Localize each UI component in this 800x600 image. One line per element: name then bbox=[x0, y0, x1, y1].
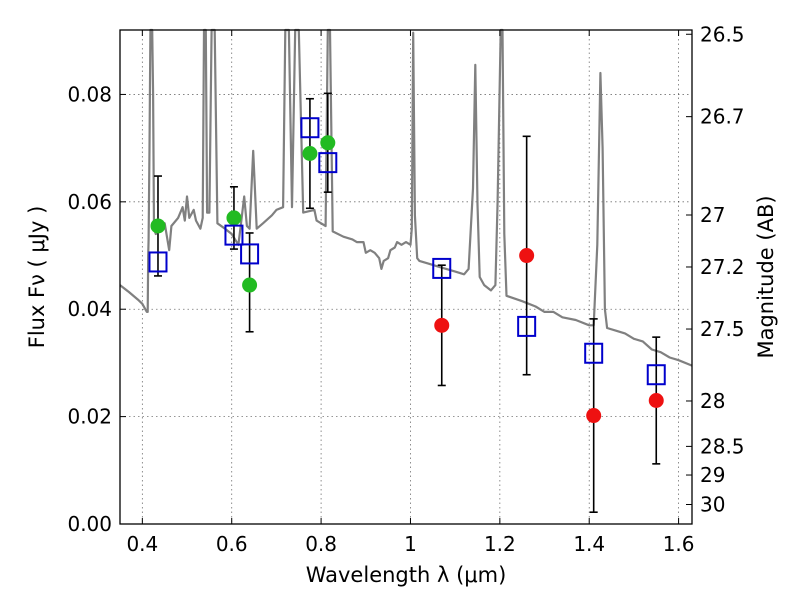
plot-frame bbox=[119, 29, 693, 525]
y-axis-label: Flux Fν ( μJy ) bbox=[25, 206, 49, 349]
magnitude-tick-label-2: 27 bbox=[700, 203, 725, 227]
data-point-1-1 bbox=[519, 248, 535, 264]
x-tick-label-4: 1.2 bbox=[484, 532, 516, 556]
data-point-2-2 bbox=[240, 243, 260, 265]
data-point-1-0 bbox=[434, 317, 450, 333]
magnitude-tick-label-7: 29 bbox=[700, 463, 725, 487]
data-point-0-3 bbox=[302, 146, 318, 161]
data-point-1-2 bbox=[586, 408, 602, 424]
magnitude-tick-label-3: 27.2 bbox=[700, 255, 745, 279]
magnitude-tick-label-0: 26.5 bbox=[700, 22, 745, 46]
data-point-2-8 bbox=[646, 364, 666, 386]
magnitude-tick-label-6: 28.5 bbox=[700, 434, 745, 458]
y-tick-label-1: 0.02 bbox=[67, 405, 112, 429]
y-tick-label-4: 0.08 bbox=[67, 82, 112, 106]
data-point-2-4 bbox=[318, 152, 338, 174]
photometry-points bbox=[148, 92, 666, 513]
x-tick-label-3: 1 bbox=[404, 532, 417, 556]
data-point-2-6 bbox=[517, 315, 537, 337]
magnitude-tick-label-1: 26.7 bbox=[700, 105, 745, 129]
data-point-0-2 bbox=[242, 277, 258, 293]
magnitude-tick-label-4: 27.5 bbox=[700, 317, 745, 341]
x-axis-label: Wavelength λ (μm) bbox=[306, 563, 507, 587]
x-tick-label-0: 0.4 bbox=[126, 532, 158, 556]
x-tick-label-1: 0.6 bbox=[216, 532, 248, 556]
x-tick-label-2: 0.8 bbox=[305, 532, 337, 556]
data-point-2-7 bbox=[584, 342, 604, 364]
magnitude-tick-label-8: 30 bbox=[700, 493, 725, 517]
model-spectrum bbox=[119, 28, 693, 367]
data-point-2-0 bbox=[148, 251, 168, 273]
y-tick-label-2: 0.04 bbox=[67, 297, 112, 321]
y2-axis-label: Magnitude (AB) bbox=[754, 195, 778, 358]
y-tick-label-0: 0.00 bbox=[67, 512, 112, 536]
magnitude-tick-label-5: 28 bbox=[700, 389, 725, 413]
x-tick-label-6: 1.6 bbox=[663, 532, 695, 556]
x-tick-label-5: 1.4 bbox=[573, 532, 605, 556]
axis-ticks: 0.4 0.6 0.8 1 1.2 1.4 1.6 0.00 0.02 0.04 0.06 0.08 2… bbox=[67, 22, 744, 556]
data-point-1-3 bbox=[648, 393, 664, 408]
data-point-0-0 bbox=[150, 218, 166, 234]
data-point-2-3 bbox=[300, 117, 320, 139]
data-point-2-5 bbox=[432, 257, 452, 279]
data-point-2-1 bbox=[224, 224, 244, 246]
y-tick-label-3: 0.06 bbox=[67, 190, 112, 214]
data-point-0-4 bbox=[320, 135, 336, 151]
data-point-0-1 bbox=[226, 210, 242, 226]
spectrum-line bbox=[119, 28, 693, 367]
